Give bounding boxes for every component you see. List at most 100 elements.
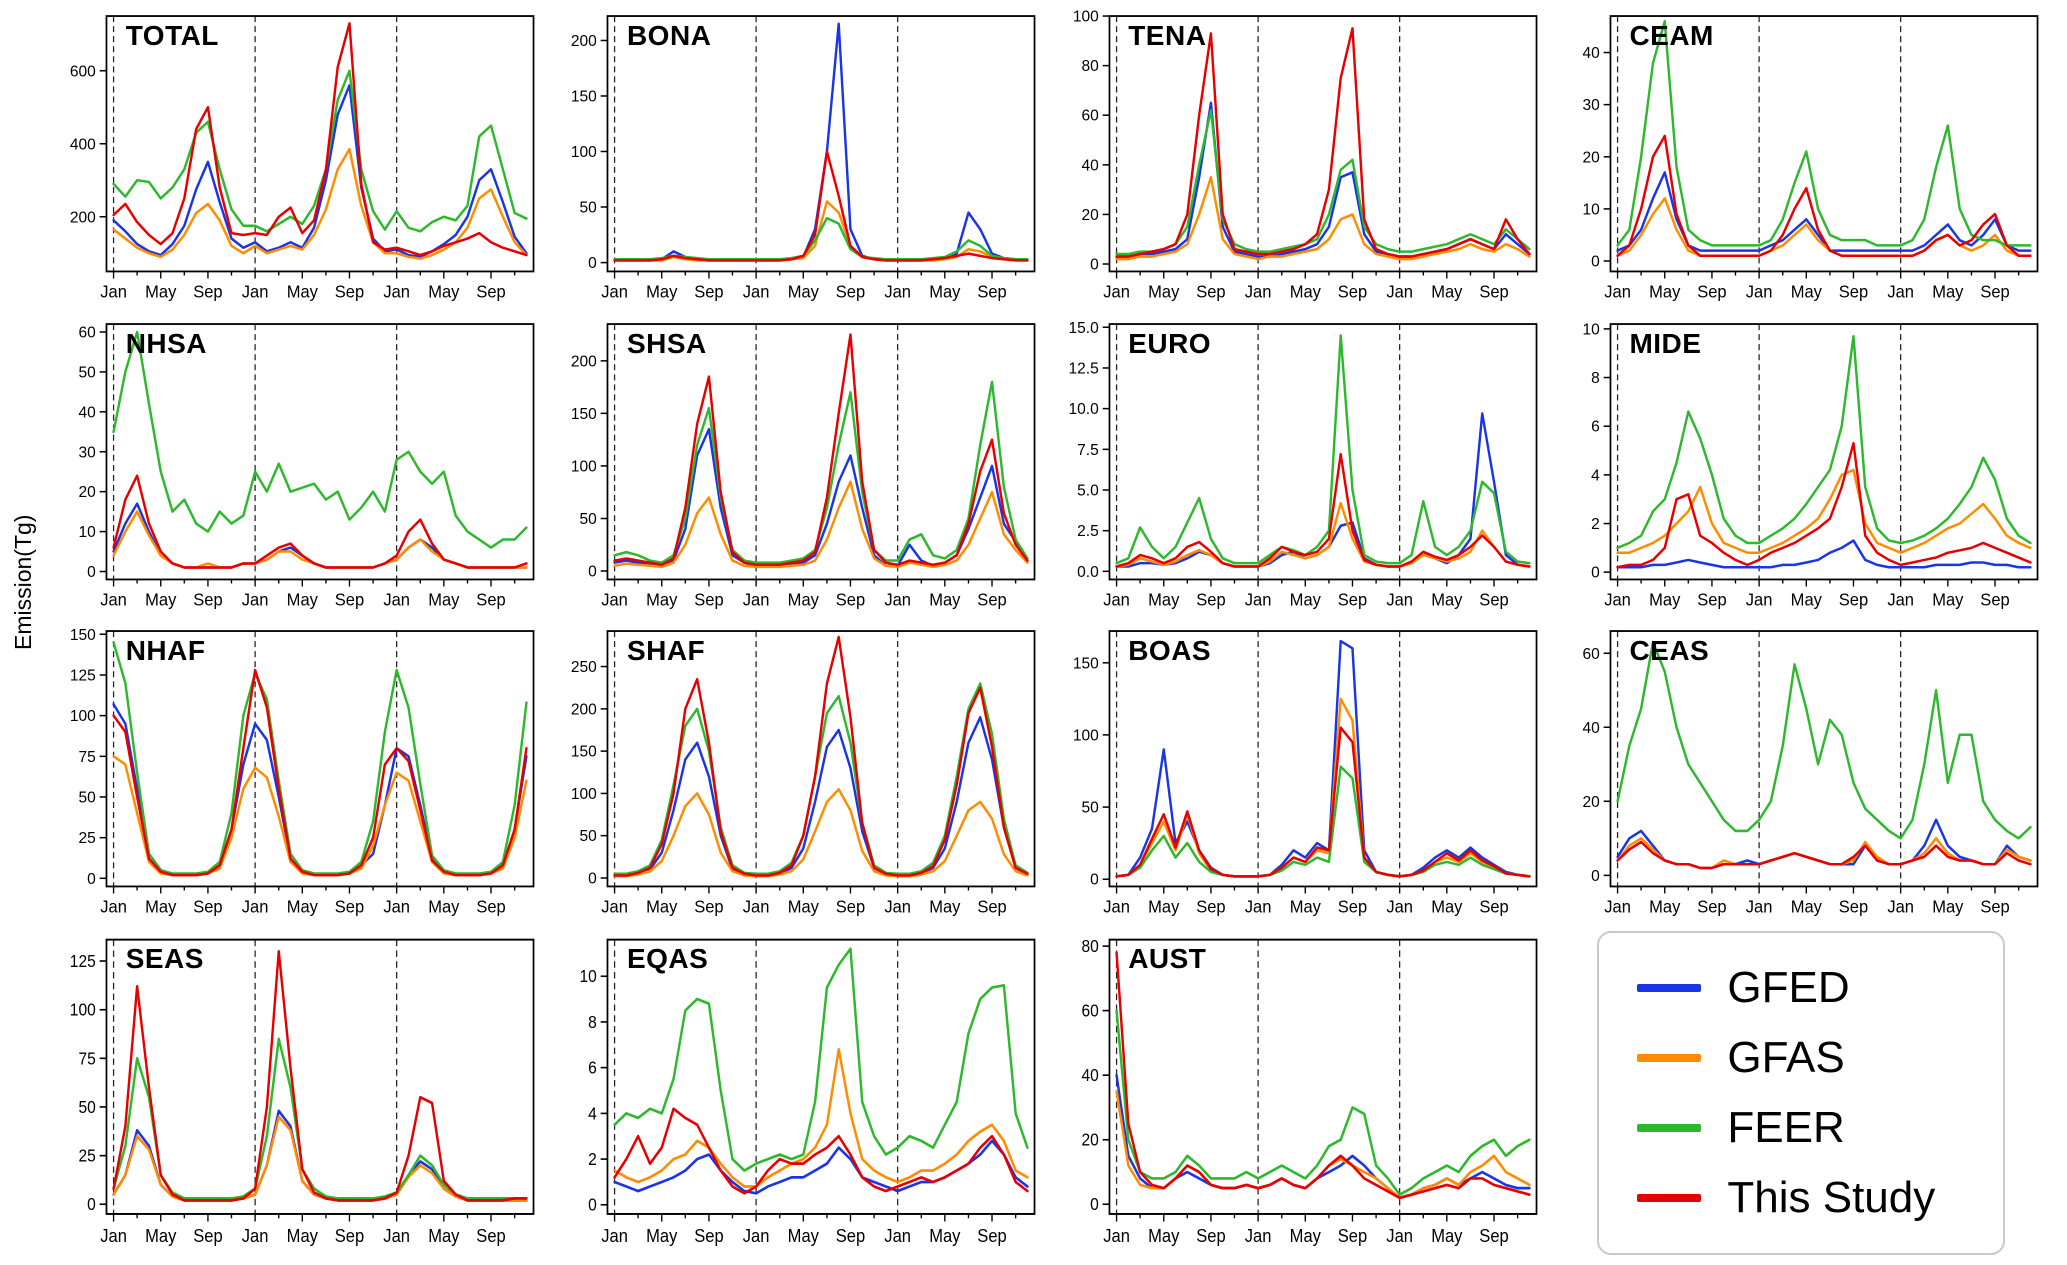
svg-text:Sep: Sep xyxy=(694,282,723,301)
svg-text:2: 2 xyxy=(588,1150,597,1169)
svg-text:20: 20 xyxy=(1081,1131,1098,1150)
svg-text:0: 0 xyxy=(1090,256,1099,273)
chart-title: SHSA xyxy=(626,327,707,359)
svg-text:0: 0 xyxy=(1591,564,1600,581)
svg-text:Sep: Sep xyxy=(1479,590,1508,609)
svg-text:May: May xyxy=(1148,590,1180,609)
svg-text:8: 8 xyxy=(1591,370,1600,387)
svg-text:May: May xyxy=(287,898,319,917)
chart-panel-mide: 0 2 4 6 8 10 Jan May Sep Jan May Sep Jan May Sep MIDE xyxy=(1556,316,2047,618)
svg-text:100: 100 xyxy=(571,458,597,475)
svg-text:100: 100 xyxy=(571,786,597,803)
svg-text:Sep: Sep xyxy=(978,898,1007,917)
chart-title: EURO xyxy=(1128,327,1212,359)
svg-text:10: 10 xyxy=(1582,321,1599,338)
legend-label: FEER xyxy=(1727,1102,1845,1152)
svg-text:0: 0 xyxy=(87,1195,96,1214)
legend-item-gfas: GFAS xyxy=(1637,1033,1957,1083)
svg-text:40: 40 xyxy=(1081,1066,1098,1085)
svg-text:50: 50 xyxy=(78,790,95,807)
line-chart-aust: 0 20 40 60 80 Jan May Sep Jan May Sep Jan May Sep xyxy=(1081,937,1537,1246)
chart-title: BOAS xyxy=(1128,635,1212,667)
svg-text:Sep: Sep xyxy=(335,898,364,917)
svg-text:May: May xyxy=(145,282,177,301)
svg-text:Jan: Jan xyxy=(1887,282,1914,301)
feer-line-swatch xyxy=(1637,1123,1702,1132)
svg-text:50: 50 xyxy=(580,199,597,216)
chart-panel-total: 200 400 600 Jan May Sep Jan May Sep Jan May Sep TOT… xyxy=(52,8,543,310)
svg-text:200: 200 xyxy=(571,353,597,370)
legend-label: This Study xyxy=(1727,1172,1936,1222)
svg-text:Sep: Sep xyxy=(836,590,865,609)
svg-text:Jan: Jan xyxy=(1746,590,1773,609)
svg-text:600: 600 xyxy=(70,63,96,80)
svg-text:Jan: Jan xyxy=(885,1225,912,1246)
svg-text:Sep: Sep xyxy=(836,898,865,917)
svg-text:25: 25 xyxy=(78,1147,95,1166)
line-chart-ceam: 0 10 20 30 40 Jan May Sep Jan May Sep Jan May Sep xyxy=(1582,15,2039,302)
chart-title: NHAF xyxy=(125,635,206,667)
svg-text:Jan: Jan xyxy=(602,282,629,301)
svg-text:Sep: Sep xyxy=(1479,1225,1508,1246)
svg-text:May: May xyxy=(646,1225,677,1246)
svg-text:May: May xyxy=(1289,1225,1320,1246)
svg-text:125: 125 xyxy=(70,668,96,685)
svg-text:May: May xyxy=(287,282,319,301)
legend-label: GFAS xyxy=(1727,1032,1845,1082)
chart-panel-tena: 0 20 40 60 80 100 Jan May Sep Jan May Sep Jan May Sep … xyxy=(1055,8,1546,310)
svg-text:Sep: Sep xyxy=(193,1225,222,1246)
chart-title: SHAF xyxy=(626,635,706,667)
chart-panel-shaf: 0 50 100 150 200 250 Jan May Sep Jan May Sep Jan May S… xyxy=(553,623,1044,925)
chart-title: BONA xyxy=(626,20,712,51)
svg-text:40: 40 xyxy=(1582,720,1599,737)
line-chart-mide: 0 2 4 6 8 10 Jan May Sep Jan May Sep Jan May Sep xyxy=(1582,321,2039,609)
svg-text:Jan: Jan xyxy=(100,898,127,917)
svg-text:May: May xyxy=(929,898,961,917)
svg-text:Sep: Sep xyxy=(1337,898,1366,917)
svg-text:100: 100 xyxy=(70,1001,96,1020)
svg-text:Jan: Jan xyxy=(1244,1225,1271,1246)
svg-text:May: May xyxy=(788,1225,819,1246)
svg-text:Jan: Jan xyxy=(1244,898,1271,917)
svg-text:Sep: Sep xyxy=(335,590,364,609)
chart-panel-eqas: 0 2 4 6 8 10 Jan May Sep Jan May Sep Jan May Sep EQAS xyxy=(553,931,1044,1255)
svg-text:May: May xyxy=(929,282,961,301)
svg-text:400: 400 xyxy=(70,136,96,153)
svg-text:20: 20 xyxy=(1582,149,1599,166)
charts-grid: 200 400 600 Jan May Sep Jan May Sep Jan May Sep TOT… xyxy=(52,0,2057,1259)
svg-text:May: May xyxy=(1431,1225,1462,1246)
svg-text:Sep: Sep xyxy=(694,1225,723,1246)
chart-panel-shsa: 0 50 100 150 200 Jan May Sep Jan May Sep Jan May Sep … xyxy=(553,316,1044,618)
svg-text:50: 50 xyxy=(1081,800,1098,817)
svg-text:200: 200 xyxy=(571,33,597,50)
svg-text:Jan: Jan xyxy=(1386,898,1413,917)
svg-text:May: May xyxy=(1649,282,1681,301)
svg-text:May: May xyxy=(788,590,820,609)
svg-text:60: 60 xyxy=(1081,1002,1098,1021)
svg-text:Jan: Jan xyxy=(1604,282,1631,301)
svg-text:May: May xyxy=(1289,590,1321,609)
svg-text:10.0: 10.0 xyxy=(1068,401,1098,418)
line-chart-total: 200 400 600 Jan May Sep Jan May Sep Jan May Sep xyxy=(70,15,535,302)
svg-text:150: 150 xyxy=(571,744,597,761)
svg-text:150: 150 xyxy=(571,405,597,422)
svg-text:May: May xyxy=(1932,282,1964,301)
svg-text:May: May xyxy=(428,1225,459,1246)
svg-text:40: 40 xyxy=(1081,157,1098,174)
svg-text:0.0: 0.0 xyxy=(1077,563,1099,580)
svg-text:0: 0 xyxy=(1090,872,1099,889)
svg-text:0: 0 xyxy=(588,1196,597,1215)
svg-text:May: May xyxy=(1790,898,1822,917)
legend-box: GFED GFAS FEER This Study xyxy=(1597,930,2006,1255)
svg-text:Sep: Sep xyxy=(1697,590,1726,609)
svg-text:Sep: Sep xyxy=(193,282,222,301)
line-chart-nhaf: 0 25 50 75 100 125 150 Jan May Sep Jan May Sep Jan May… xyxy=(70,627,535,917)
svg-text:25: 25 xyxy=(78,830,95,847)
svg-text:Jan: Jan xyxy=(1386,282,1413,301)
line-chart-shsa: 0 50 100 150 200 Jan May Sep Jan May Sep Jan May Sep xyxy=(571,322,1036,609)
chart-title: CEAS xyxy=(1629,635,1710,667)
svg-text:May: May xyxy=(428,898,460,917)
svg-text:Jan: Jan xyxy=(242,898,269,917)
chart-panel-ceam: 0 10 20 30 40 Jan May Sep Jan May Sep Jan May Sep CEA… xyxy=(1556,8,2047,310)
